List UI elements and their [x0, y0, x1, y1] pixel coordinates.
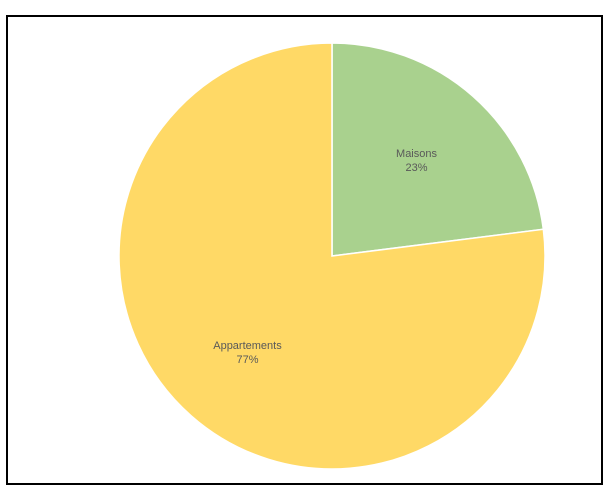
- pie-slices: [118, 42, 546, 470]
- chart-frame: Maisons 23% Appartements 77%: [6, 15, 603, 485]
- pie-chart: Maisons 23% Appartements 77%: [118, 42, 546, 470]
- pie-slice-maisons: [331, 42, 545, 257]
- slice-label-maisons: Maisons: [396, 148, 437, 160]
- slice-labels: Maisons 23% Appartements 77%: [213, 148, 437, 366]
- slice-label-appartements: Appartements: [213, 340, 282, 352]
- slice-value-appartements: 77%: [236, 354, 258, 366]
- pie-slice-appartements: [118, 42, 546, 470]
- slice-value-maisons: 23%: [406, 162, 428, 174]
